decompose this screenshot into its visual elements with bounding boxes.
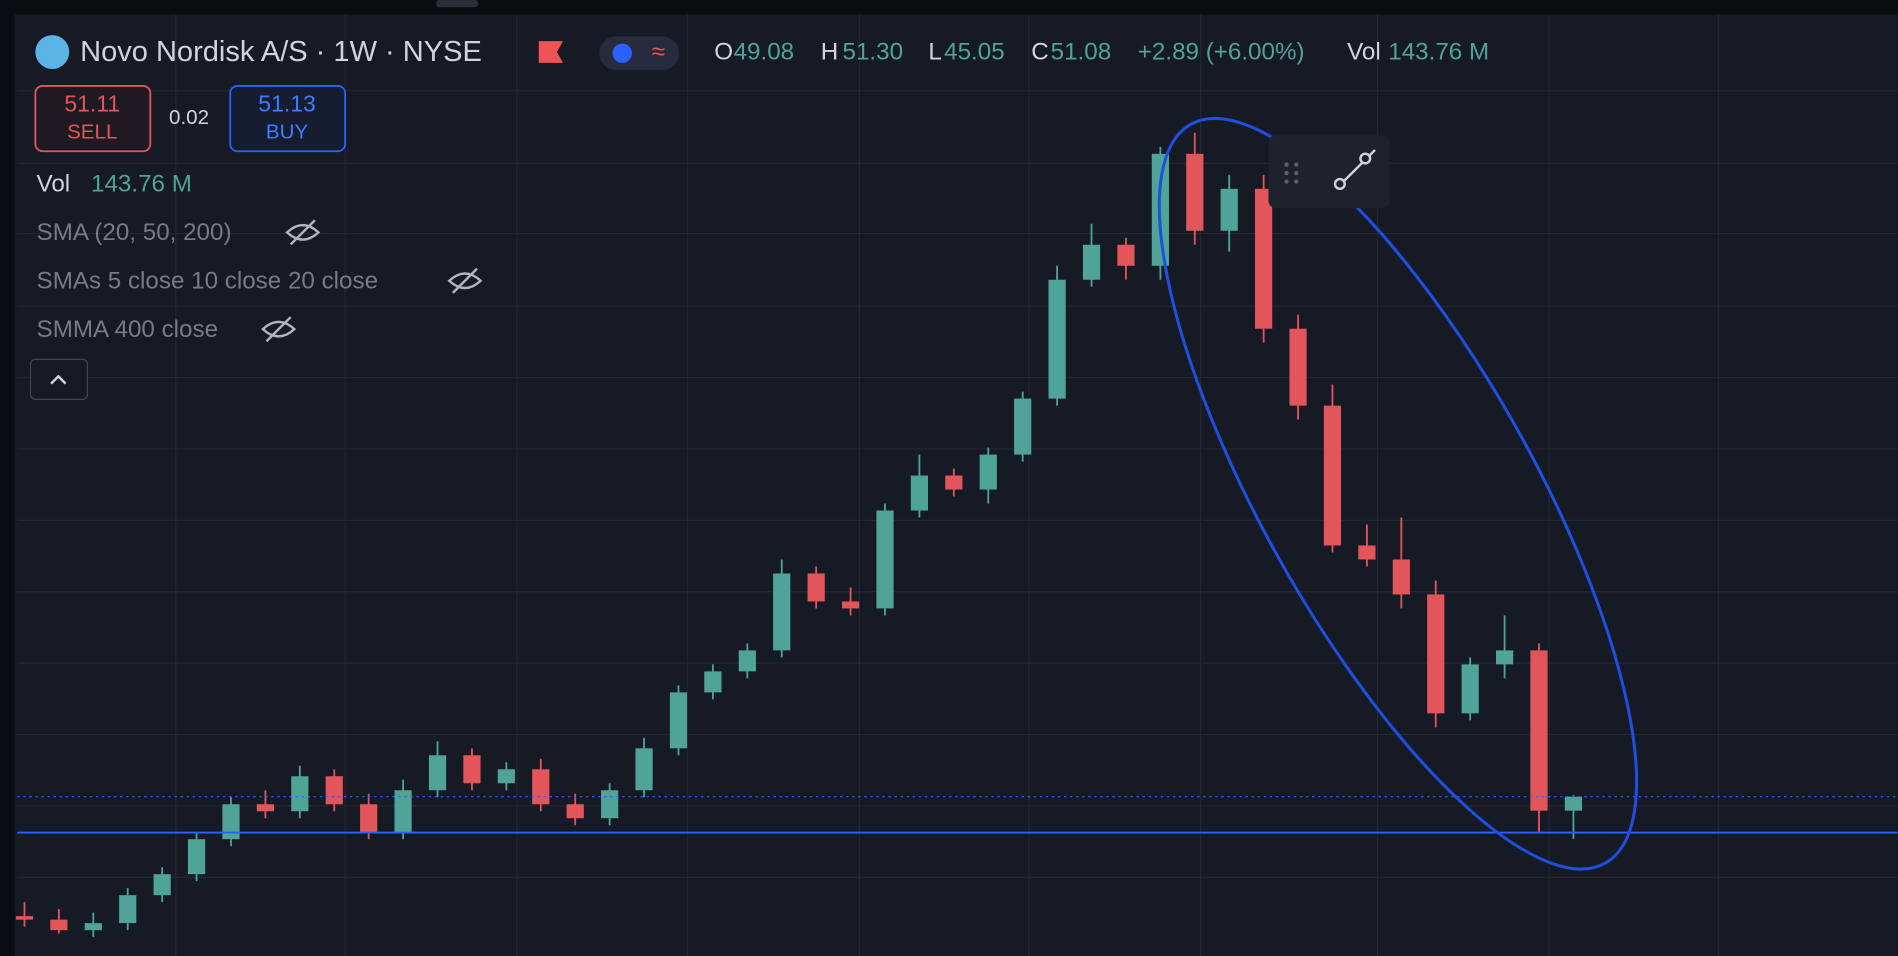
candle-body xyxy=(841,601,860,609)
candle-body xyxy=(360,804,378,833)
spread: 0.02 xyxy=(169,106,209,129)
candle-body xyxy=(222,804,240,840)
candle-body xyxy=(1289,328,1307,406)
volume-value: 143.76 M xyxy=(91,171,192,198)
candle-body xyxy=(566,804,584,819)
candle-body xyxy=(1564,796,1583,811)
top-bar xyxy=(0,0,1898,15)
candle-body xyxy=(187,839,206,875)
toggle-wave: ≈ xyxy=(652,39,665,66)
chevron xyxy=(50,374,67,385)
candle-body xyxy=(1048,279,1066,399)
buy-label: BUY xyxy=(266,121,309,144)
candle-body xyxy=(325,776,343,805)
ellipse-drawing[interactable] xyxy=(1072,58,1723,929)
candle-body xyxy=(669,692,688,749)
drag-handle[interactable] xyxy=(1284,162,1299,184)
indicator[interactable]: SMAs 5 close 10 close 20 close xyxy=(37,267,378,294)
candle-body xyxy=(428,755,447,791)
candle-body xyxy=(256,804,275,812)
candle-body xyxy=(532,769,550,805)
volume-key: Vol xyxy=(37,171,71,198)
ohlc-legend: O 49.08 H 51.30 L 45.05 C 51.08 +2.89 (+… xyxy=(714,39,1489,66)
ohlc-value: 49.08 xyxy=(734,39,795,66)
candle-body xyxy=(1461,664,1479,714)
candle-body xyxy=(704,671,722,693)
candle-body xyxy=(1220,188,1238,231)
candle-body xyxy=(876,510,894,609)
buy-price: 51.13 xyxy=(258,90,316,116)
indicator-list: Vol 143.76 M SMA (20, 50, 200) SMAs 5 cl… xyxy=(37,171,378,343)
candle-body xyxy=(153,874,171,896)
sell-button[interactable] xyxy=(34,85,152,153)
candle-body xyxy=(1427,594,1445,714)
candle-body xyxy=(807,573,825,602)
ohlc-value: 45.05 xyxy=(944,39,1005,66)
candle-body xyxy=(119,895,137,924)
logo xyxy=(35,35,70,69)
candle-body xyxy=(15,916,34,920)
candle-body xyxy=(773,573,791,651)
ohlc-key: H xyxy=(821,39,838,66)
candle-body xyxy=(1323,405,1342,546)
flag[interactable] xyxy=(538,41,563,63)
candle-body xyxy=(1186,153,1204,231)
candle-body xyxy=(945,475,963,490)
candle-body xyxy=(979,454,997,490)
ohlc-key: L xyxy=(928,39,941,66)
toggle-moon xyxy=(612,43,632,63)
candle-body xyxy=(1495,650,1514,665)
candle-body xyxy=(601,790,619,819)
candle-body xyxy=(1358,545,1376,560)
ohlc-key: O xyxy=(714,39,733,66)
ohlc-key: C xyxy=(1031,39,1048,66)
sell-price: 51.11 xyxy=(64,90,120,116)
left-strip xyxy=(0,14,15,956)
indicator[interactable]: SMMA 400 close xyxy=(37,316,218,343)
candle-body xyxy=(394,790,412,833)
collapse-button[interactable] xyxy=(29,358,88,400)
change: +2.89 (+6.00%) xyxy=(1138,39,1305,66)
candle-body xyxy=(1014,398,1032,455)
candle-body xyxy=(291,776,309,812)
ohlc-value: 51.08 xyxy=(1051,39,1112,66)
candle-body xyxy=(1392,559,1410,595)
volume-key: Vol xyxy=(1347,39,1381,66)
grid xyxy=(17,14,1898,956)
candle-body xyxy=(910,475,929,511)
candle-body xyxy=(635,748,653,791)
candle-body xyxy=(1117,244,1135,266)
indicator[interactable]: SMA (20, 50, 200) xyxy=(37,219,232,246)
candle-body xyxy=(463,755,481,784)
candle-body xyxy=(738,650,756,672)
buy-button[interactable] xyxy=(229,85,347,153)
candle-body xyxy=(1530,650,1548,811)
sell-label: SELL xyxy=(67,121,117,144)
candle-body xyxy=(497,769,515,784)
toggle[interactable] xyxy=(599,36,680,71)
candle-body xyxy=(1082,244,1101,280)
volume-value: 143.76 M xyxy=(1388,39,1489,66)
candle-body xyxy=(1255,188,1273,329)
trendline-tool[interactable] xyxy=(1333,149,1376,190)
symbol-title[interactable]: Novo Nordisk A/S · 1W · NYSE xyxy=(80,36,482,68)
ohlc-value: 51.30 xyxy=(843,39,904,66)
plot xyxy=(15,132,1898,938)
hidden-icons[interactable] xyxy=(261,219,483,343)
tab xyxy=(435,0,479,8)
candle-body xyxy=(50,919,68,931)
candle-body xyxy=(84,923,102,931)
drawing-toolbar xyxy=(1268,135,1390,209)
